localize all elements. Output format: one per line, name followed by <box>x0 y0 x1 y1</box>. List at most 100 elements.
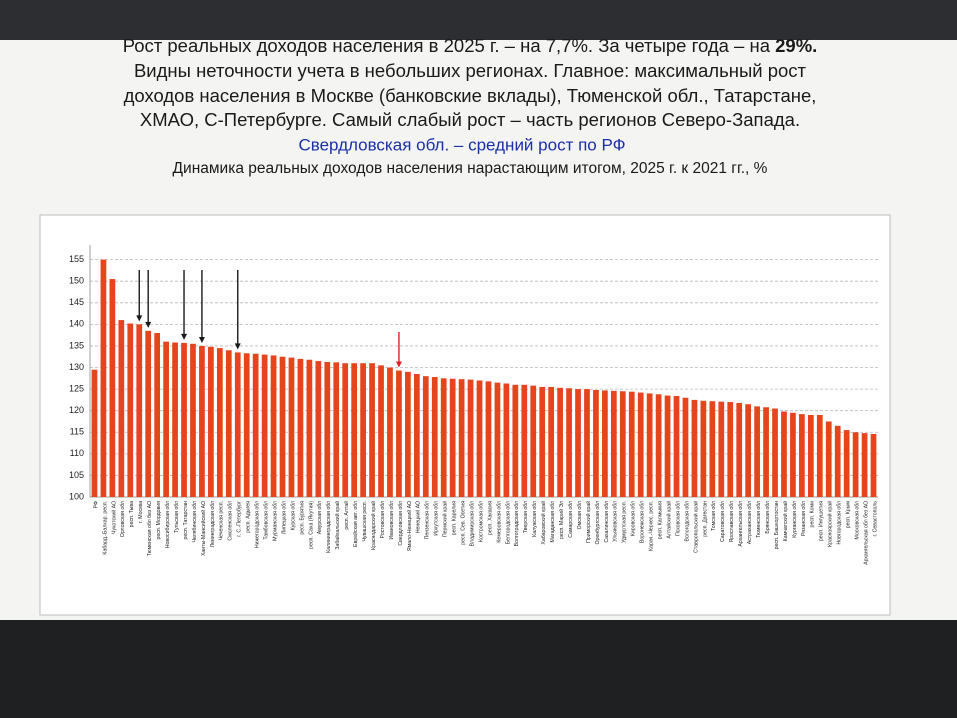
x-tick-label: Приморский край <box>585 501 592 543</box>
x-tick-label: Камчатский край <box>782 501 789 541</box>
bar <box>378 365 384 497</box>
bar <box>548 386 555 497</box>
bar <box>861 433 868 497</box>
x-tick-label: Владимирская обл <box>469 501 475 546</box>
bar <box>539 386 546 497</box>
x-tick-label: Ростовская обл <box>380 501 386 538</box>
bar <box>216 348 223 497</box>
bar <box>557 387 563 497</box>
x-tick-label: Сахалинская обл <box>604 501 610 543</box>
x-tick-label: Алтайский край <box>665 501 672 539</box>
bottom-frame <box>0 620 957 718</box>
bar <box>602 390 608 497</box>
bar <box>610 390 617 497</box>
x-tick-label: Архангельская обл <box>738 501 744 547</box>
x-tick-label: Хабаровский край <box>540 501 547 545</box>
x-tick-label: респ. Ингушетия <box>819 501 825 541</box>
x-tick-label: Ставропольский край <box>692 501 699 553</box>
x-tick-label: Воронежская обл <box>640 501 646 543</box>
y-tick-label: 145 <box>69 297 84 307</box>
x-tick-label: Ульяновская обл <box>613 501 619 542</box>
x-tick-label: Костромская обл <box>478 501 484 542</box>
bar <box>163 341 169 497</box>
subtitle: Динамика реальных доходов населения нара… <box>173 160 768 177</box>
bar <box>405 371 411 497</box>
x-tick-label: респ. Бурятия <box>299 501 305 535</box>
x-tick-label: Ивановская обл <box>389 501 395 540</box>
bar <box>422 376 429 497</box>
title-line: Видны неточности учета в небольших регио… <box>134 60 807 81</box>
bar <box>646 393 653 497</box>
x-tick-label: г. Москва <box>138 501 144 523</box>
bar <box>843 430 850 497</box>
x-tick-label: Новосибирская обл <box>165 501 171 548</box>
bar <box>476 380 483 497</box>
bar <box>91 369 98 497</box>
x-tick-label: Тюменская обл <box>756 501 762 538</box>
bar <box>816 415 823 497</box>
x-tick-label: Орловская обл <box>120 501 126 537</box>
bar <box>172 342 178 497</box>
bar <box>315 361 322 497</box>
x-tick-label: Томская обл <box>711 501 717 531</box>
x-tick-label: Амурская обл <box>317 501 323 534</box>
bar <box>440 378 447 497</box>
title-line: ХМАО, С-Петербурге. Самый слабый рост – … <box>140 109 800 130</box>
x-tick-label: Нижегородская обл <box>255 501 261 548</box>
x-tick-label: респ. Татарстан <box>183 501 189 540</box>
bar <box>619 391 626 497</box>
x-tick-label: Курганская обл <box>792 501 798 538</box>
x-tick-label: Чеченская респ. <box>219 501 225 540</box>
y-tick-label: 100 <box>69 491 84 501</box>
highlight-line: Свердловская обл. – средний рост по РФ <box>298 135 625 154</box>
x-tick-label: респ. Дагестан <box>702 501 708 537</box>
bar <box>825 421 832 497</box>
bar <box>342 363 349 497</box>
bar <box>199 345 205 497</box>
x-tick-label: Тюменская обл без АО <box>147 501 153 556</box>
bar <box>333 362 340 497</box>
bar <box>772 408 778 497</box>
bar <box>118 320 125 497</box>
bar <box>270 355 277 497</box>
x-tick-label: Иркутская обл <box>434 501 440 536</box>
bar <box>324 361 331 497</box>
x-tick-label: Ненецкий АО <box>415 501 422 533</box>
y-tick-label: 140 <box>69 319 84 329</box>
bar <box>512 384 519 497</box>
x-tick-label: Волгоградская обл <box>514 501 520 546</box>
bar <box>154 333 161 497</box>
x-tick-label: Кабард.-Балкар. респ. <box>102 501 108 555</box>
arrow-head <box>136 315 143 322</box>
bar <box>575 389 581 497</box>
arrow-head <box>395 361 402 368</box>
bar <box>449 378 456 497</box>
arrow-head <box>145 321 152 328</box>
bar <box>754 406 760 497</box>
arrow-head <box>198 336 205 343</box>
bar <box>109 279 116 497</box>
bar <box>807 415 814 497</box>
x-tick-label: Ямало-Ненецкий АО <box>406 501 413 551</box>
bar <box>225 350 232 497</box>
y-tick-label: 120 <box>69 405 84 415</box>
bar <box>306 359 313 497</box>
x-tick-label: Тамбовская обл <box>263 501 269 540</box>
title-line: Рост реальных доходов населения в 2025 г… <box>123 35 818 56</box>
arrow-head <box>234 343 241 350</box>
bar <box>736 402 743 497</box>
x-tick-label: Вологодская обл <box>684 501 690 542</box>
x-tick-label: Брянская обл <box>765 501 771 534</box>
x-tick-label: Липецкая обл <box>281 501 287 534</box>
x-tick-label: респ. Карелия <box>452 501 458 535</box>
x-tick-label: Псковская обл <box>675 501 681 536</box>
bar <box>208 346 214 497</box>
bar <box>834 425 841 497</box>
x-tick-label: Тульская обл <box>174 501 180 533</box>
bar <box>709 401 716 497</box>
bar <box>127 323 134 497</box>
x-tick-label: респ. Башкортостан <box>774 501 780 549</box>
x-tick-label: Курская обл <box>290 501 296 530</box>
x-tick-label: Белгородская обл <box>505 501 511 544</box>
